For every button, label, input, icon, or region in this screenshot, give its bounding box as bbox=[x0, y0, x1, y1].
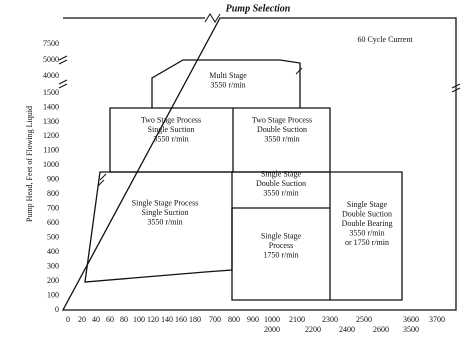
y-tick-label: 200 bbox=[47, 276, 59, 285]
x-tick-label: 800 bbox=[228, 315, 240, 324]
y-tick-label: 1200 bbox=[43, 131, 59, 140]
x-tick-label: 3500 bbox=[403, 325, 419, 334]
x-tick-label: 3600 bbox=[403, 315, 419, 324]
y-tick-label: 1300 bbox=[43, 117, 59, 126]
y-tick-label: 1400 bbox=[43, 102, 59, 111]
region-label: 3550 r/min bbox=[264, 134, 299, 143]
x-tick-label: 1000 bbox=[264, 315, 280, 324]
region-label: Two Stage Process bbox=[141, 115, 201, 124]
y-tick-label: 5000 bbox=[43, 55, 59, 64]
x-tick-label: 100 bbox=[133, 315, 145, 324]
region-label: or 1750 r/min bbox=[345, 238, 389, 247]
y-tick-label: 900 bbox=[47, 175, 59, 184]
y-tick-label: 300 bbox=[47, 261, 59, 270]
y-tick-label: 100 bbox=[47, 290, 59, 299]
x-tick-label: 2000 bbox=[264, 325, 280, 334]
x-tick-label: 60 bbox=[106, 315, 114, 324]
x-tick-label: 3700 bbox=[429, 315, 445, 324]
x-tick-label: 700 bbox=[209, 315, 221, 324]
region-label: Single Stage bbox=[347, 200, 388, 209]
y-tick-label: 4000 bbox=[43, 71, 59, 80]
region-label: Single Suction bbox=[142, 208, 189, 217]
region-label: Single Stage bbox=[261, 169, 302, 178]
region-label: 1750 r/min bbox=[263, 250, 298, 259]
y-tick-label: 700 bbox=[47, 204, 59, 213]
region-label: Double Suction bbox=[256, 179, 306, 188]
y-tick-label: 0 bbox=[55, 305, 59, 314]
x-tick-label: 160 bbox=[175, 315, 187, 324]
region-label: Multi Stage bbox=[209, 71, 247, 80]
note: 60 Cycle Current bbox=[357, 35, 413, 44]
y-tick-label: 400 bbox=[47, 247, 59, 256]
y-tick-label: 600 bbox=[47, 218, 59, 227]
y-axis-label: Pump Head, Feet of Flowing Liquid bbox=[25, 106, 34, 222]
y-tick-label: 1000 bbox=[43, 160, 59, 169]
x-tick-label: 900 bbox=[247, 315, 259, 324]
x-tick-label: 120 bbox=[147, 315, 159, 324]
x-tick-label: 40 bbox=[92, 315, 100, 324]
x-tick-label: 2600 bbox=[373, 325, 389, 334]
region-label: Double Bearing bbox=[342, 219, 393, 228]
region-label: 3550 r/min bbox=[153, 134, 188, 143]
x-tick-label: 180 bbox=[189, 315, 201, 324]
x-tick-label: 80 bbox=[120, 315, 128, 324]
region-label: Single Stage bbox=[261, 231, 302, 240]
y-tick-label: 1100 bbox=[43, 146, 59, 155]
region-label: Process bbox=[269, 241, 293, 250]
x-tick-label: 0 bbox=[66, 315, 70, 324]
title: Pump Selection bbox=[226, 3, 291, 14]
x-tick-label: 2100 bbox=[289, 315, 305, 324]
x-tick-label: 2300 bbox=[322, 315, 338, 324]
x-tick-label: 2500 bbox=[356, 315, 372, 324]
y-tick-label: 800 bbox=[47, 189, 59, 198]
regions bbox=[84, 59, 403, 301]
x-tick-label: 2200 bbox=[305, 325, 321, 334]
x-tick-label: 20 bbox=[78, 315, 86, 324]
region-label: 3550 r/min bbox=[349, 228, 384, 237]
x-tick-label: 2400 bbox=[339, 325, 355, 334]
y-tick-label: 1500 bbox=[43, 88, 59, 97]
region-label: Single Stage Process bbox=[132, 198, 199, 207]
x-tick-label: 140 bbox=[161, 315, 173, 324]
y-tick-label: 7500 bbox=[43, 39, 59, 48]
region-label: 3550 r/min bbox=[210, 81, 245, 90]
region-label: Two Stage Process bbox=[252, 115, 312, 124]
frame bbox=[58, 13, 461, 311]
region-label: 3550 r/min bbox=[147, 217, 182, 226]
region-label: Double Suction bbox=[257, 125, 307, 134]
y-tick-label: 500 bbox=[47, 233, 59, 242]
region-label: Single Suction bbox=[148, 125, 195, 134]
region-label: 3550 r/min bbox=[263, 188, 298, 197]
region-label: Double Suction bbox=[342, 209, 392, 218]
